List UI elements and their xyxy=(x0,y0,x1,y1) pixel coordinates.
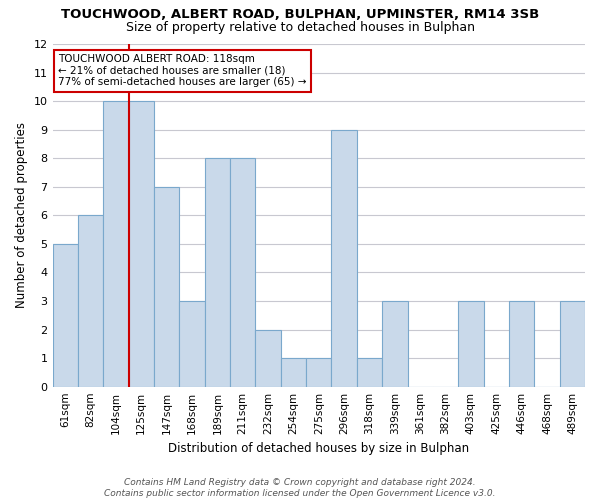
Y-axis label: Number of detached properties: Number of detached properties xyxy=(15,122,28,308)
Bar xyxy=(509,301,534,386)
Bar xyxy=(306,358,331,386)
Text: TOUCHWOOD ALBERT ROAD: 118sqm
← 21% of detached houses are smaller (18)
77% of s: TOUCHWOOD ALBERT ROAD: 118sqm ← 21% of d… xyxy=(58,54,307,88)
Bar xyxy=(103,101,128,386)
Bar xyxy=(331,130,357,386)
Bar xyxy=(53,244,78,386)
Bar xyxy=(230,158,256,386)
Text: Size of property relative to detached houses in Bulphan: Size of property relative to detached ho… xyxy=(125,21,475,34)
Bar xyxy=(560,301,585,386)
Bar xyxy=(256,330,281,386)
Bar xyxy=(382,301,407,386)
Bar xyxy=(78,216,103,386)
Bar xyxy=(179,301,205,386)
Bar xyxy=(458,301,484,386)
Text: TOUCHWOOD, ALBERT ROAD, BULPHAN, UPMINSTER, RM14 3SB: TOUCHWOOD, ALBERT ROAD, BULPHAN, UPMINST… xyxy=(61,8,539,20)
Bar xyxy=(205,158,230,386)
Text: Contains HM Land Registry data © Crown copyright and database right 2024.
Contai: Contains HM Land Registry data © Crown c… xyxy=(104,478,496,498)
X-axis label: Distribution of detached houses by size in Bulphan: Distribution of detached houses by size … xyxy=(168,442,469,455)
Bar xyxy=(357,358,382,386)
Bar xyxy=(128,101,154,386)
Bar xyxy=(154,187,179,386)
Bar xyxy=(281,358,306,386)
